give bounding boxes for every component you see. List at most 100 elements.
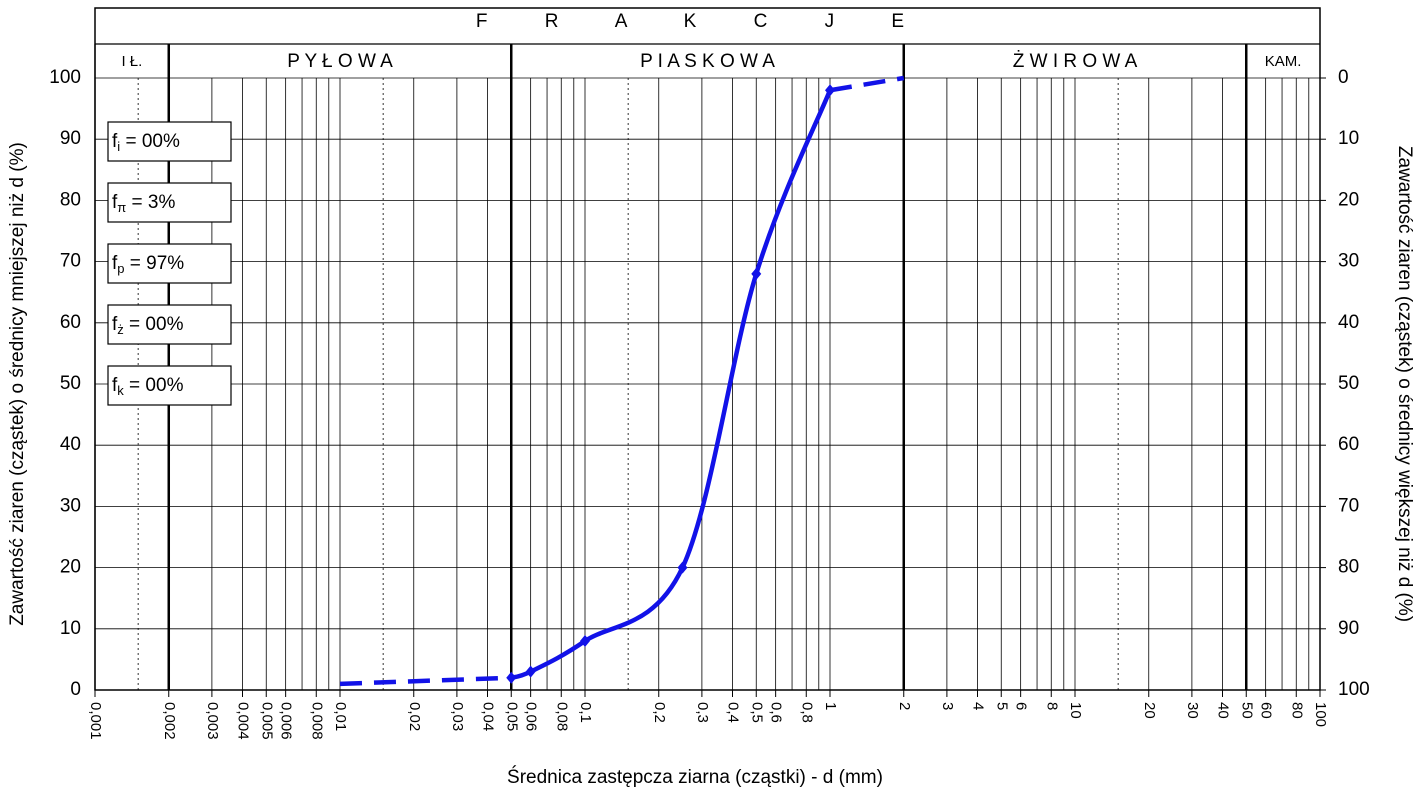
box-text: = 3% (126, 192, 175, 213)
y2-tick-label: 10 (1338, 128, 1359, 149)
x-tick-label: 5 (993, 702, 1010, 710)
y-tick-label: 20 (60, 557, 81, 578)
data-point (580, 635, 590, 648)
x-tick-label: 0,005 (258, 702, 275, 740)
y-tick-label: 10 (60, 618, 81, 639)
x-tick-label: 0,08 (553, 702, 570, 731)
info-box-text: fπ = 3% (112, 192, 175, 215)
y2-axis-label: Zawartość ziaren (cząstek) o średnicy wi… (1394, 146, 1415, 622)
x-tick-label: 0,5 (748, 702, 765, 723)
x-tick-label: 0,01 (332, 702, 349, 731)
y2-tick-label: 50 (1338, 373, 1359, 394)
fraction-label: P I A S K O W A (640, 51, 775, 72)
x-tick-label: 0,001 (87, 702, 104, 740)
x-tick-label: 20 (1141, 702, 1158, 719)
x-tick-label: 100 (1312, 702, 1329, 727)
data-line (510, 89, 833, 680)
info-box-text: fp = 97% (112, 253, 184, 276)
x-tick-label: 60 (1258, 702, 1275, 719)
fraction-label: P Y Ł O W A (287, 51, 393, 72)
y2-tick-label: 20 (1338, 189, 1359, 210)
box-text: = 00% (120, 131, 180, 152)
x-tick-label: 1 (822, 702, 839, 710)
chart-title: F R A K C J E (476, 11, 904, 32)
y2-tick-label: 0 (1338, 67, 1349, 88)
x-tick-label: 50 (1238, 702, 1255, 719)
x-tick-label: 40 (1215, 702, 1232, 719)
x-tick-label: 0,6 (768, 702, 785, 723)
data-point (525, 665, 536, 678)
box-subscript: k (117, 383, 124, 398)
y-tick-label: 0 (70, 679, 81, 700)
y-tick-label: 100 (49, 67, 81, 88)
info-box-text: fk = 00% (112, 375, 184, 398)
box-text: = 00% (124, 375, 184, 396)
x-tick-label: 0,03 (449, 702, 466, 731)
y2-tick-label: 70 (1338, 495, 1359, 516)
box-subscript: π (117, 200, 126, 215)
box-symbol: f (112, 192, 118, 213)
box-symbol: f (112, 314, 118, 335)
info-box (107, 365, 232, 406)
data-point (506, 671, 517, 684)
data-point (751, 267, 762, 280)
x-tick-label: 10 (1067, 702, 1084, 719)
box-subscript: ż (117, 322, 124, 337)
fraction-label: Ż W I R O W A (1013, 51, 1138, 72)
info-box (107, 121, 232, 162)
data-line (339, 675, 512, 687)
y2-tick-label: 90 (1338, 618, 1359, 639)
x-tick-label: 0,02 (406, 702, 423, 731)
x-tick-label: 0,006 (278, 702, 295, 740)
x-tick-label: 0,003 (204, 702, 221, 740)
x-tick-label: 80 (1288, 702, 1305, 719)
fraction-label: I Ł. (121, 53, 142, 70)
x-tick-label: 0,06 (523, 702, 540, 731)
plot-frame (94, 7, 1321, 691)
x-tick-label: 8 (1043, 702, 1060, 710)
x-tick-label: 0,2 (651, 702, 668, 723)
x-tick-label: 0,4 (725, 702, 742, 723)
x-axis-label: Średnica zastępcza ziarna (cząstki) - d … (507, 766, 883, 788)
x-tick-label: 0,008 (308, 702, 325, 740)
y-tick-label: 60 (60, 312, 81, 333)
y-axis-label: Zawartość ziaren (cząstek) o średnicy mn… (7, 142, 28, 626)
y2-tick-label: 30 (1338, 251, 1359, 272)
y2-tick-label: 60 (1338, 434, 1359, 455)
box-symbol: f (112, 253, 118, 274)
y2-tick-label: 40 (1338, 312, 1359, 333)
x-tick-label: 3 (939, 702, 956, 710)
x-tick-label: 0,8 (798, 702, 815, 723)
y2-tick-label: 80 (1338, 557, 1359, 578)
x-tick-label: 0,3 (694, 702, 711, 723)
box-text: = 00% (124, 314, 184, 335)
box-symbol: f (112, 375, 118, 396)
box-symbol: f (112, 131, 118, 152)
box-text: = 97% (125, 253, 185, 274)
y-tick-label: 70 (60, 251, 81, 272)
x-tick-label: 0,002 (161, 702, 178, 740)
y2-tick-label: 100 (1338, 679, 1370, 700)
x-tick-label: 0,004 (235, 702, 252, 740)
y-tick-label: 90 (60, 128, 81, 149)
x-tick-label: 30 (1184, 702, 1201, 719)
box-subscript: i (117, 139, 120, 154)
x-tick-label: 6 (1013, 702, 1030, 710)
y-tick-label: 40 (60, 434, 81, 455)
info-box (107, 304, 232, 345)
data-point (677, 561, 688, 574)
info-box-text: fi = 00% (112, 131, 180, 154)
y-tick-label: 50 (60, 373, 81, 394)
y-tick-label: 80 (60, 189, 81, 210)
fraction-label: KAM. (1265, 53, 1302, 70)
x-tick-label: 0,05 (503, 702, 520, 731)
info-box (107, 182, 232, 223)
y-tick-label: 30 (60, 495, 81, 516)
box-subscript: p (117, 261, 124, 276)
info-box (107, 243, 232, 284)
data-line (829, 75, 905, 93)
info-box-text: fż = 00% (112, 314, 184, 337)
x-tick-label: 0,1 (577, 702, 594, 723)
